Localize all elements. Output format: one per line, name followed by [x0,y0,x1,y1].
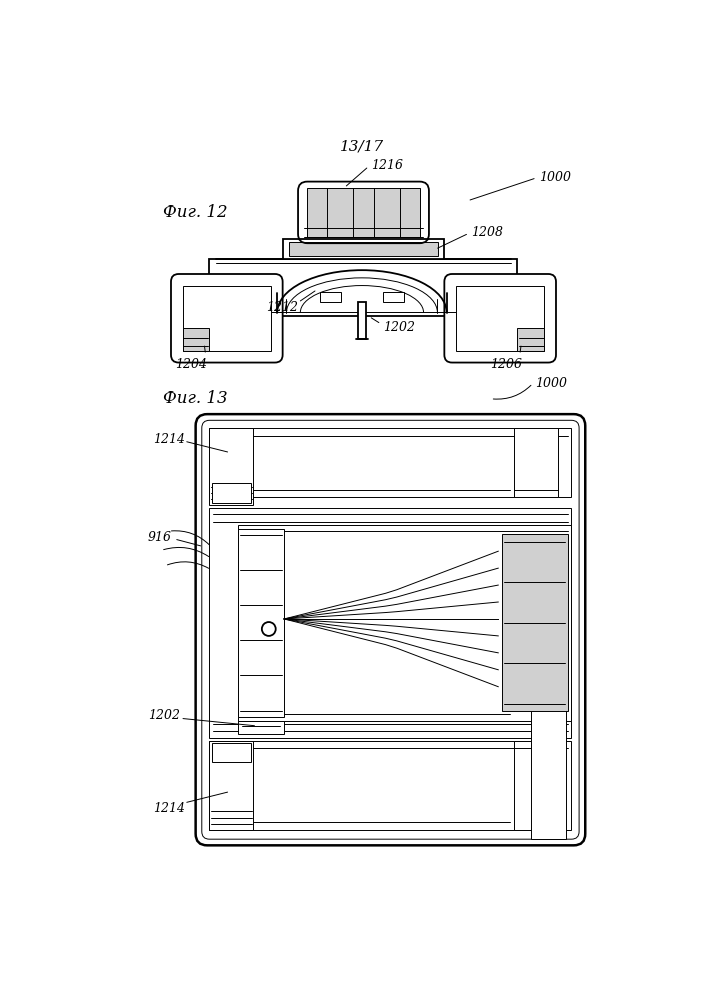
Text: 1212: 1212 [266,301,298,314]
Bar [502,534,568,711]
Bar [358,302,366,339]
Bar [308,188,420,237]
Bar [514,428,559,497]
Bar [288,242,438,256]
FancyBboxPatch shape [196,414,585,845]
Text: 916: 916 [148,531,172,544]
Bar [209,741,253,830]
Text: 1202: 1202 [148,709,180,722]
Bar [532,696,566,839]
Bar [283,239,444,259]
Bar [514,741,559,830]
Text: 1208: 1208 [472,226,503,239]
Bar [182,328,209,351]
Text: Фиг. 13: Фиг. 13 [163,390,228,407]
Text: 1214: 1214 [153,802,185,815]
Bar [211,286,270,350]
Text: 1000: 1000 [539,171,571,184]
Circle shape [262,622,276,636]
Bar [457,286,516,350]
FancyBboxPatch shape [444,274,556,363]
Bar [382,292,404,302]
Bar [209,508,571,738]
Text: Фиг. 12: Фиг. 12 [163,204,228,221]
Bar [212,743,251,762]
Bar [320,292,341,302]
Bar [209,741,571,830]
Bar [238,529,284,717]
Text: 1216: 1216 [371,159,403,172]
Text: 1204: 1204 [175,358,207,371]
Bar [182,286,271,351]
Text: 1214: 1214 [153,433,185,446]
Bar [518,328,544,351]
Bar [212,483,251,503]
Text: 1202: 1202 [383,321,416,334]
Text: 1000: 1000 [535,377,567,390]
Bar [238,721,284,734]
FancyBboxPatch shape [171,274,283,363]
Bar [456,286,544,351]
Bar [209,259,518,316]
Bar [209,428,253,505]
Text: 1206: 1206 [491,358,522,371]
Bar [238,525,571,721]
Text: 13/17: 13/17 [340,140,384,154]
Bar [209,428,571,497]
